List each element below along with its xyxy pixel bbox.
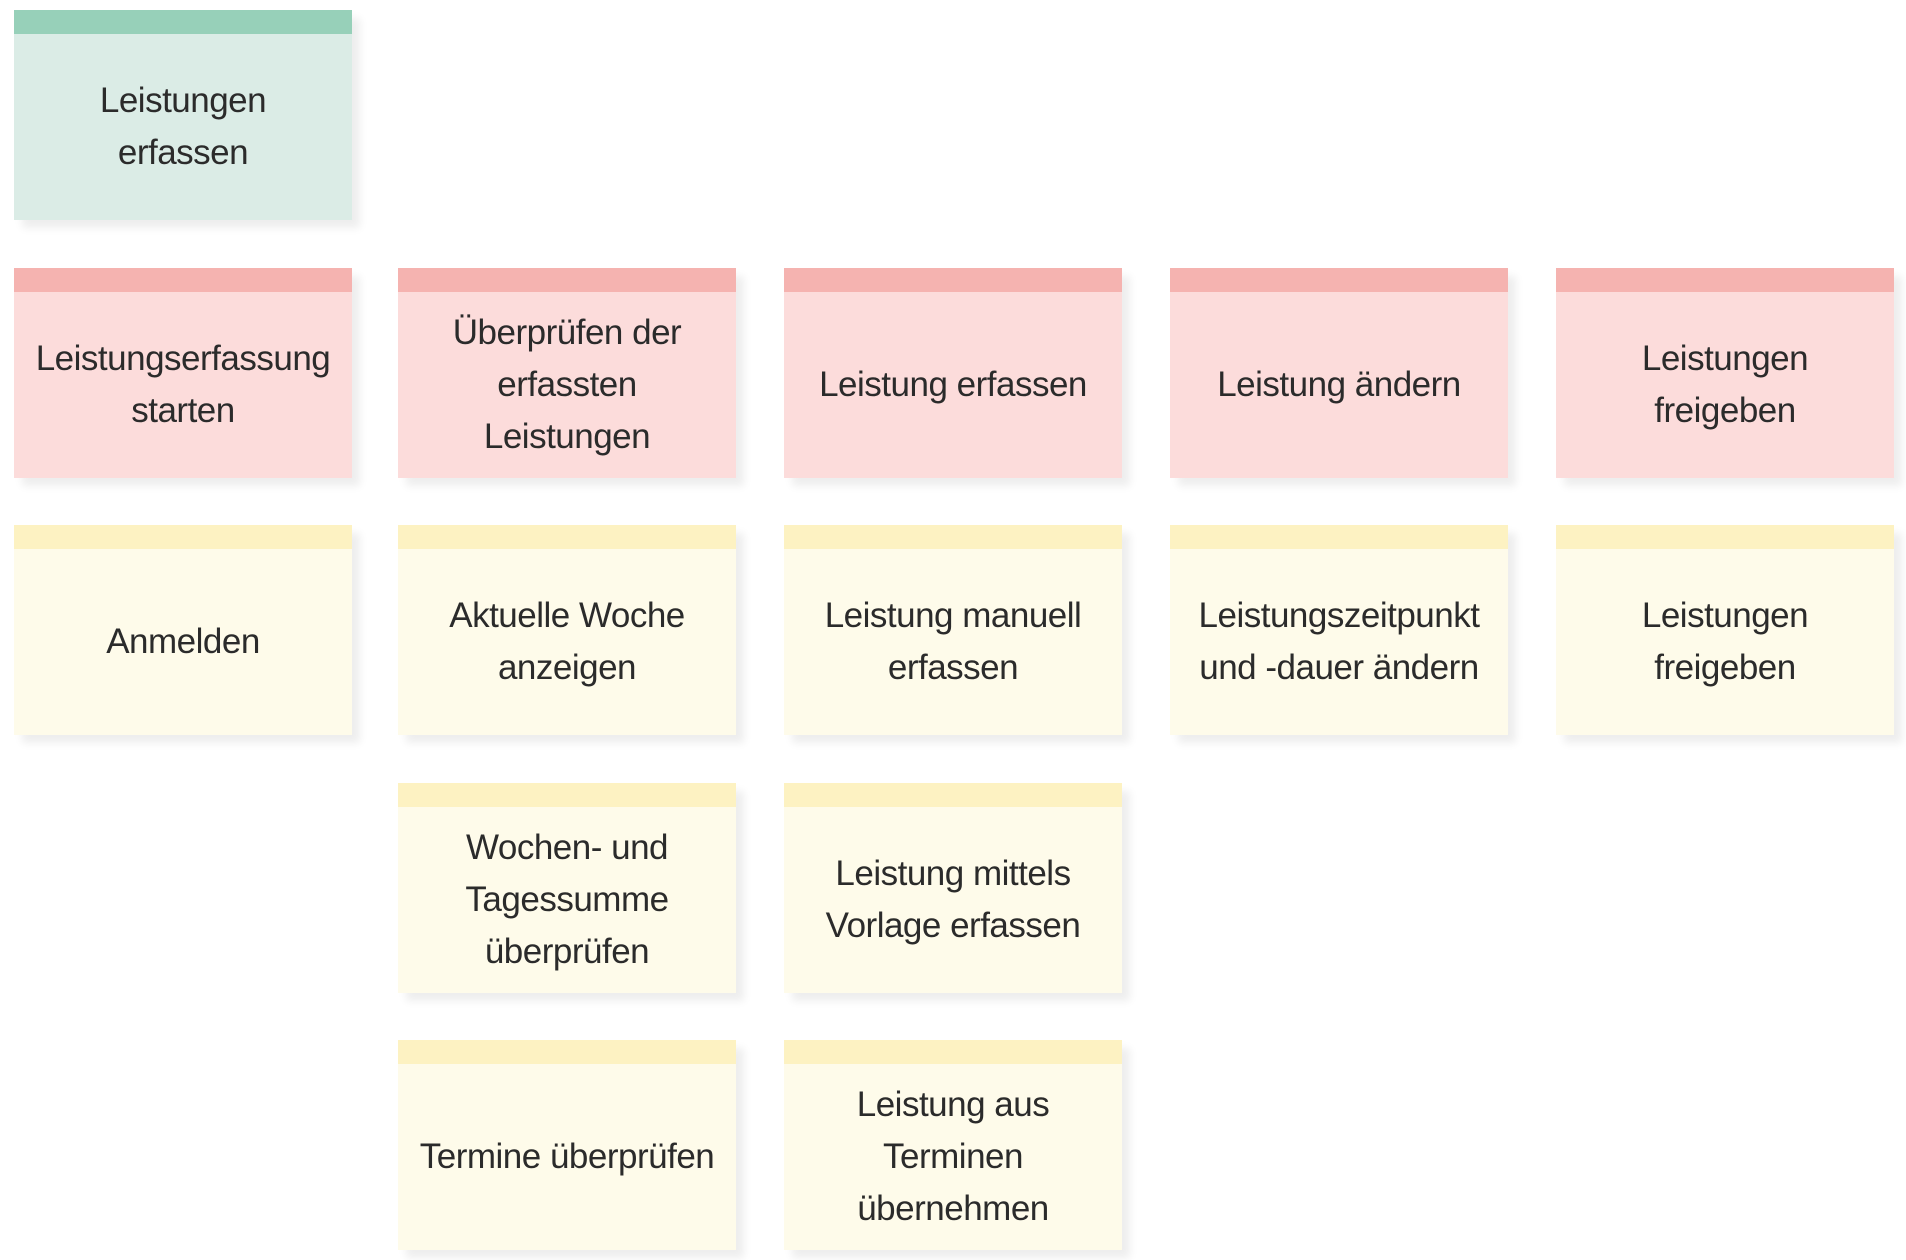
- story-label: Leistungszeitpunkt und -dauer ändern: [1198, 596, 1480, 687]
- step-note-leistungen-freigeben[interactable]: Leistungen freigeben: [1556, 268, 1894, 478]
- activity-label: Leistungen erfassen: [99, 81, 267, 172]
- story-label: Leistung manuell erfassen: [824, 596, 1082, 687]
- note-header-strip: [398, 525, 736, 549]
- story-note-termine-ueberpruefen[interactable]: Termine überprüfen: [398, 1040, 736, 1250]
- story-label: Leistungen freigeben: [1641, 596, 1809, 687]
- step-note-leistungserfassung-starten[interactable]: Leistungserfassung starten: [14, 268, 352, 478]
- story-note-leistungszeitpunkt[interactable]: Leistungszeitpunkt und -dauer ändern: [1170, 525, 1508, 735]
- story-label: Leistung aus Terminen übernehmen: [856, 1085, 1050, 1228]
- story-label: Wochen- und Tagessumme überprüfen: [465, 828, 669, 971]
- story-label: Termine überprüfen: [419, 1137, 715, 1176]
- note-header-strip: [1556, 525, 1894, 549]
- note-header-strip: [1556, 268, 1894, 292]
- note-header-strip: [1170, 525, 1508, 549]
- story-label: Anmelden: [106, 622, 260, 661]
- step-note-leistung-aendern[interactable]: Leistung ändern: [1170, 268, 1508, 478]
- note-header-strip: [398, 268, 736, 292]
- step-note-ueberpruefen[interactable]: Überprüfen der erfassten Leistungen: [398, 268, 736, 478]
- note-header-strip: [1170, 268, 1508, 292]
- note-header-strip: [784, 1040, 1122, 1064]
- step-label: Leistung ändern: [1217, 365, 1461, 404]
- note-header-strip: [14, 10, 352, 34]
- note-header-strip: [784, 525, 1122, 549]
- story-note-aktuelle-woche[interactable]: Aktuelle Woche anzeigen: [398, 525, 736, 735]
- step-note-leistung-erfassen[interactable]: Leistung erfassen: [784, 268, 1122, 478]
- activity-note-leistungen-erfassen[interactable]: Leistungen erfassen: [14, 10, 352, 220]
- note-header-strip: [784, 783, 1122, 807]
- story-label: Leistung mittels Vorlage erfassen: [825, 854, 1081, 945]
- note-header-strip: [14, 268, 352, 292]
- story-note-vorlage[interactable]: Leistung mittels Vorlage erfassen: [784, 783, 1122, 993]
- step-label: Überprüfen der erfassten Leistungen: [452, 313, 682, 456]
- story-note-leistung-manuell[interactable]: Leistung manuell erfassen: [784, 525, 1122, 735]
- note-header-strip: [398, 1040, 736, 1064]
- step-label: Leistungen freigeben: [1641, 339, 1809, 430]
- story-note-leistungen-freigeben[interactable]: Leistungen freigeben: [1556, 525, 1894, 735]
- story-note-anmelden[interactable]: Anmelden: [14, 525, 352, 735]
- note-header-strip: [14, 525, 352, 549]
- step-label: Leistungserfassung starten: [35, 339, 331, 430]
- step-label: Leistung erfassen: [819, 365, 1087, 404]
- story-note-wochensumme[interactable]: Wochen- und Tagessumme überprüfen: [398, 783, 736, 993]
- note-header-strip: [398, 783, 736, 807]
- note-header-strip: [784, 268, 1122, 292]
- story-note-termine-uebernehmen[interactable]: Leistung aus Terminen übernehmen: [784, 1040, 1122, 1250]
- story-label: Aktuelle Woche anzeigen: [449, 596, 685, 687]
